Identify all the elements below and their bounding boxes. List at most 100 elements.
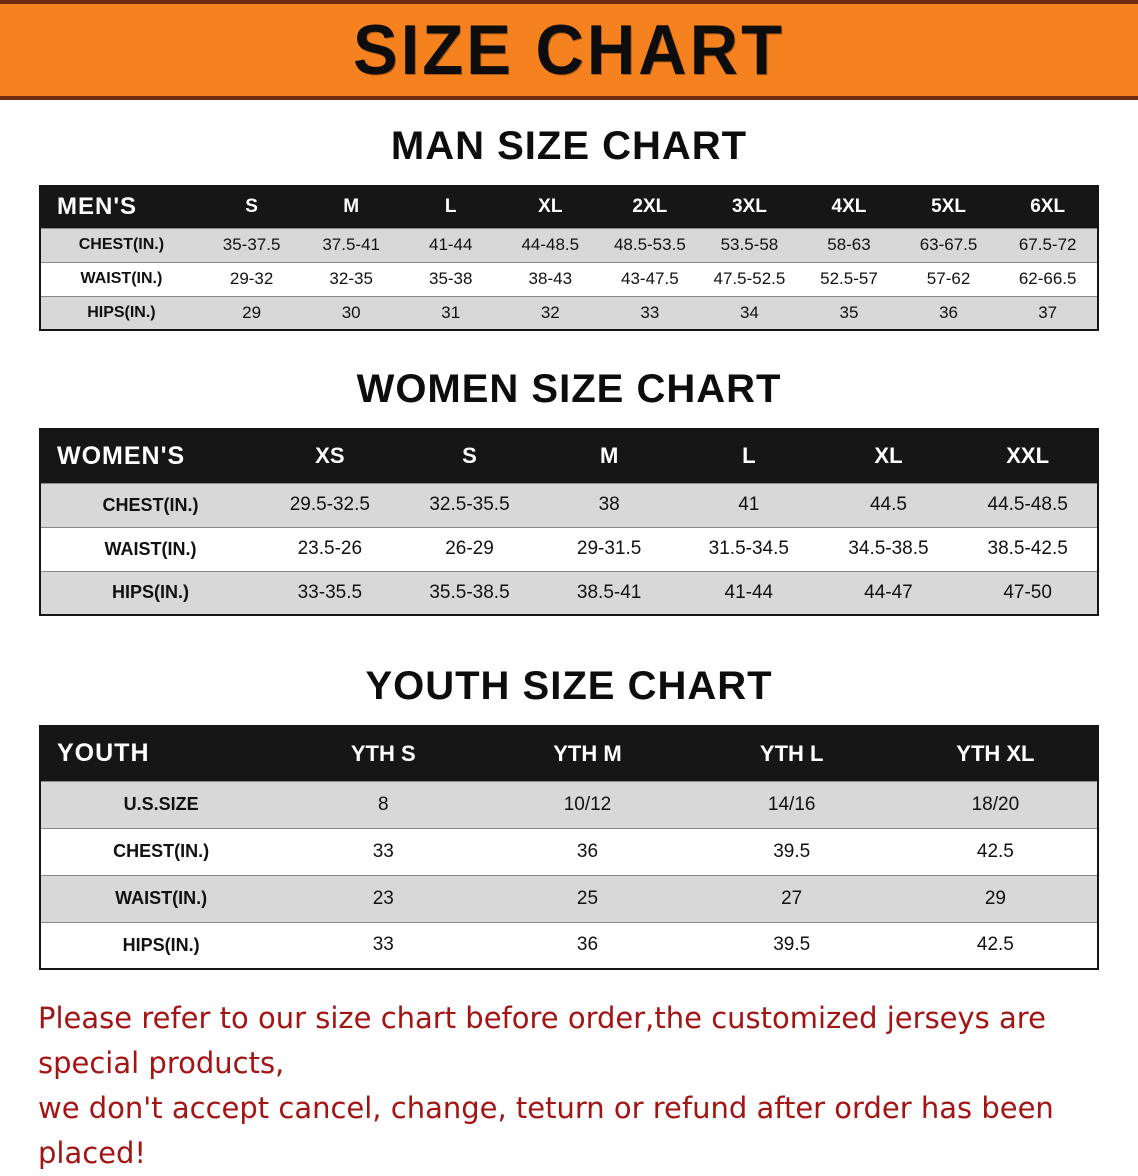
table-cell: 44-47 — [864, 581, 913, 603]
table-cell: 67.5-72 — [1018, 235, 1077, 254]
size-column-header: 4XL — [831, 196, 867, 218]
table-cell: 29 — [984, 887, 1006, 909]
youth-size-table: YOUTH YTH S YTH M YTH L YTH XL U.S.SIZE 8 10/1… — [39, 725, 1099, 970]
row-label: WAIST(IN.) — [80, 270, 163, 287]
table-cell: 57-62 — [926, 269, 971, 288]
table-cell: 29.5-32.5 — [289, 494, 370, 515]
table-cell: 41-44 — [428, 235, 473, 254]
size-column-header: 2XL — [632, 196, 668, 218]
table-cell: 26-29 — [445, 538, 494, 559]
table-cell: 35.5-38.5 — [429, 581, 510, 603]
table-cell: 38.5-42.5 — [987, 538, 1068, 559]
row-label: HIPS(IN.) — [112, 582, 190, 603]
table-cell: 53.5-58 — [720, 235, 779, 254]
table-cell: 41 — [738, 494, 760, 515]
men-table-head: MEN'S S M L XL 2XL 3XL 4XL 5XL 6XL — [40, 186, 1098, 228]
table-cell: 37 — [1038, 302, 1058, 322]
size-column-header: YTH XL — [956, 740, 1035, 766]
size-column-header: 3XL — [731, 196, 767, 218]
page-title: SIZE CHART — [353, 10, 785, 90]
size-column-header: S — [462, 443, 477, 469]
disclaimer-line-2: we don't accept cancel, change, teturn o… — [38, 1090, 1054, 1170]
table-cell: 39.5 — [773, 840, 811, 862]
table-row: HIPS(IN.) 33-35.5 35.5-38.5 38.5-41 41-44 44-… — [40, 571, 1098, 615]
table-cell: 52.5-57 — [820, 269, 878, 288]
table-row: WAIST(IN.) 29-32 32-35 35-38 38-43 43-47.5 47.… — [40, 262, 1098, 296]
table-cell: 27 — [781, 887, 803, 909]
size-column-header: L — [742, 443, 756, 469]
table-cell: 10/12 — [563, 793, 612, 815]
table-cell: 30 — [341, 302, 361, 322]
table-cell: 31 — [441, 302, 461, 322]
size-column-header: L — [444, 196, 457, 218]
table-header-row: MEN'S S M L XL 2XL 3XL 4XL 5XL 6XL — [40, 186, 1098, 228]
man-section-heading: MAN SIZE CHART — [390, 124, 748, 168]
table-cell: 36 — [939, 302, 958, 322]
youth-table-body: U.S.SIZE 8 10/12 14/16 18/20 CHEST(IN.) 33 36 39… — [40, 781, 1098, 969]
table-cell: 8 — [377, 793, 389, 815]
women-size-table: WOMEN'S XS S M L XL XXL CHEST(IN.) 29.5-32.5 32.… — [39, 428, 1099, 616]
table-cell: 35-37.5 — [222, 235, 281, 254]
size-column-header: XXL — [1006, 443, 1050, 469]
table-cell: 44.5 — [869, 494, 907, 515]
table-cell: 35 — [839, 302, 859, 322]
row-label: HIPS(IN.) — [87, 303, 156, 321]
disclaimer-line-1: Please refer to our size chart before or… — [38, 1001, 1046, 1080]
table-cell: 23 — [372, 887, 394, 909]
size-column-header: YTH S — [350, 740, 416, 766]
size-column-header: XL — [538, 196, 563, 218]
table-cell: 36 — [576, 934, 599, 956]
youth-table-head: YOUTH YTH S YTH M YTH L YTH XL — [40, 726, 1098, 781]
table-cell: 34 — [739, 302, 759, 322]
table-cell: 35-38 — [428, 269, 473, 288]
table-cell: 32.5-35.5 — [429, 494, 510, 515]
row-label: CHEST(IN.) — [78, 236, 165, 253]
table-header-row: YOUTH YTH S YTH M YTH L YTH XL — [40, 726, 1098, 781]
table-cell: 29-31.5 — [576, 538, 642, 559]
size-column-header: YTH L — [759, 740, 824, 766]
table-row: HIPS(IN.) 33 36 39.5 42.5 — [40, 922, 1098, 969]
women-table-head: WOMEN'S XS S M L XL XXL — [40, 429, 1098, 483]
table-row: WAIST(IN.) 23 25 27 29 — [40, 875, 1098, 922]
table-cell: 29 — [242, 302, 262, 322]
size-column-header: M — [343, 196, 360, 218]
table-cell: 23.5-26 — [297, 538, 363, 559]
table-cell: 38-43 — [528, 269, 573, 288]
women-section-heading: WOMEN SIZE CHART — [356, 367, 782, 411]
table-cell: 18/20 — [971, 793, 1020, 815]
table-row: U.S.SIZE 8 10/12 14/16 18/20 — [40, 781, 1098, 828]
size-column-header: YTH M — [553, 740, 622, 766]
table-cell: 47-50 — [1003, 581, 1052, 603]
size-column-header: S — [245, 196, 258, 218]
table-row: CHEST(IN.) 29.5-32.5 32.5-35.5 38 41 44.5 44.5… — [40, 483, 1098, 527]
disclaimer-text: Please refer to our size chart before or… — [38, 996, 1118, 1176]
table-title-cell: YOUTH — [57, 739, 150, 768]
size-column-header: 6XL — [1030, 196, 1066, 218]
table-cell: 58-63 — [827, 235, 871, 254]
row-label: WAIST(IN.) — [115, 888, 208, 908]
table-row: HIPS(IN.) 29 30 31 32 33 34 35 36 37 — [40, 296, 1098, 330]
table-cell: 48.5-53.5 — [613, 235, 686, 254]
table-cell: 44.5-48.5 — [987, 494, 1068, 515]
table-header-row: WOMEN'S XS S M L XL XXL — [40, 429, 1098, 483]
table-cell: 42.5 — [976, 934, 1014, 956]
size-column-header: XL — [874, 443, 903, 469]
row-label: CHEST(IN.) — [102, 494, 199, 515]
table-cell: 14/16 — [767, 793, 816, 815]
table-title-cell: WOMEN'S — [57, 441, 186, 470]
row-label: WAIST(IN.) — [104, 538, 197, 559]
table-cell: 37.5-41 — [322, 235, 380, 254]
table-cell: 41-44 — [724, 581, 774, 603]
table-cell: 42.5 — [976, 840, 1014, 862]
table-cell: 43-47.5 — [621, 269, 679, 288]
men-table-body: CHEST(IN.) 35-37.5 37.5-41 41-44 44-48.5 48.5… — [40, 228, 1098, 330]
size-column-header: XS — [315, 443, 345, 469]
row-label: CHEST(IN.) — [113, 841, 210, 861]
table-cell: 33-35.5 — [297, 581, 363, 603]
youth-section-heading: YOUTH SIZE CHART — [365, 664, 773, 708]
table-cell: 33 — [372, 934, 394, 956]
size-column-header: M — [599, 443, 619, 469]
table-cell: 44-48.5 — [521, 235, 580, 254]
row-label: HIPS(IN.) — [122, 934, 200, 955]
table-cell: 32-35 — [329, 269, 373, 288]
